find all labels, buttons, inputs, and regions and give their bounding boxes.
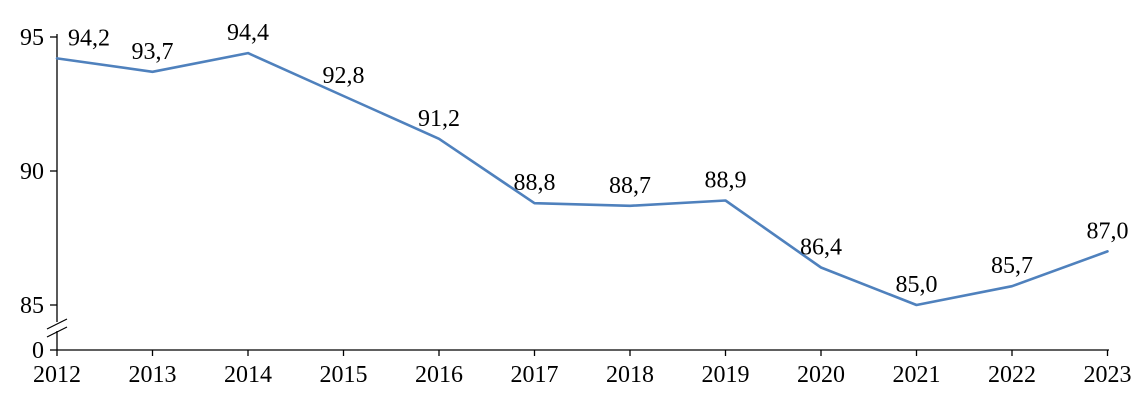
x-axis-tick-label: 2023 — [1084, 362, 1132, 388]
data-point-label: 88,7 — [609, 173, 651, 199]
y-axis-tick-label: 85 — [20, 293, 44, 319]
y-axis-tick-label: 95 — [20, 25, 44, 51]
x-axis-tick-label: 2019 — [702, 362, 750, 388]
data-point-label: 87,0 — [1087, 218, 1129, 244]
axis-break-icon — [46, 318, 68, 338]
x-axis-tick-label: 2014 — [224, 362, 272, 388]
y-axis-tick-label: 90 — [20, 159, 44, 185]
x-axis-tick-label: 2013 — [129, 362, 177, 388]
x-axis-tick-label: 2018 — [606, 362, 654, 388]
data-point-label: 85,0 — [896, 272, 938, 298]
x-axis-tick-label: 2021 — [893, 362, 941, 388]
x-axis-tick-label: 2012 — [33, 362, 81, 388]
data-point-label: 94,2 — [68, 25, 110, 51]
x-axis-tick-label: 2017 — [511, 362, 559, 388]
data-point-label: 93,7 — [132, 39, 174, 65]
data-point-label: 85,7 — [991, 253, 1033, 279]
x-axis-tick-label: 2020 — [797, 362, 845, 388]
data-point-label: 88,9 — [705, 167, 747, 193]
data-point-label: 94,4 — [227, 20, 269, 46]
data-point-label: 91,2 — [418, 106, 460, 132]
data-series-line — [55, 51, 1109, 307]
data-point-label: 88,8 — [514, 170, 556, 196]
data-point-label: 86,4 — [800, 234, 842, 260]
x-axis-tick-label: 2016 — [415, 362, 463, 388]
x-axis-tick-label: 2022 — [988, 362, 1036, 388]
data-point-label: 92,8 — [323, 63, 365, 89]
y-axis-tick-label: 0 — [32, 338, 44, 364]
x-axis-tick-label: 2015 — [320, 362, 368, 388]
